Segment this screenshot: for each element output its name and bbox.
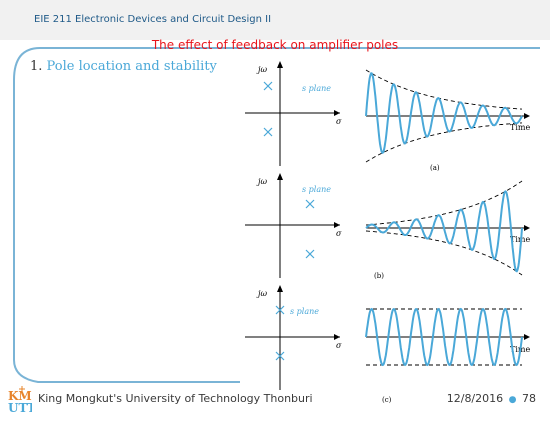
panel-label: (c) [382, 396, 392, 404]
pole-marker [305, 249, 315, 259]
page-number: 78 [522, 392, 536, 405]
envelope-upper [366, 180, 523, 226]
response-curve [365, 307, 523, 367]
figure-a: jω σ s plane Time (a) [245, 61, 530, 172]
envelope-lower [365, 122, 522, 163]
kmutt-logo: KM UTT [8, 386, 32, 414]
sigma-label: σ [336, 341, 342, 350]
s-plane-label: s plane [290, 307, 319, 316]
panel-label: (b) [374, 272, 384, 280]
pole-marker [263, 81, 273, 91]
response-curve [365, 72, 523, 155]
footer-date: 12/8/2016 [446, 392, 504, 405]
frame-line [13, 47, 540, 383]
time-label: Time [510, 123, 530, 132]
svg-text:KM: KM [8, 389, 32, 403]
response-curve [365, 190, 523, 273]
pole-marker [275, 351, 285, 361]
jw-label: jω [256, 177, 267, 186]
sigma-label: σ [336, 229, 342, 238]
slide-title: The effect of feedback on amplifier pole… [151, 38, 399, 52]
bullet-text: Pole location and stability [46, 59, 217, 74]
jw-label: jω [256, 65, 267, 74]
course-header: EIE 211 Electronic Devices and Circuit D… [34, 14, 272, 25]
bullet-number: 1. [30, 59, 43, 74]
s-plane-label: s plane [302, 84, 331, 93]
footer-organization: King Mongkut's University of Technology … [38, 392, 313, 405]
pole-marker [305, 199, 315, 209]
svg-text:UTT: UTT [8, 401, 32, 414]
bullet-item: 1. Pole location and stability [30, 59, 217, 74]
jw-label: jω [256, 289, 267, 298]
envelope-upper [365, 69, 522, 110]
figure-b: jω σ s plane Time (b) [245, 173, 530, 280]
footer-date-page: 12/8/2016 ● 78 [447, 392, 536, 405]
bullet-dot-icon: ● [508, 395, 517, 405]
pole-marker [275, 305, 285, 315]
figure-c: jω σ s plane Time (c) [245, 285, 530, 404]
envelope-lower [366, 230, 523, 276]
s-plane-label: s plane [302, 185, 331, 194]
pole-marker [263, 127, 273, 137]
panel-label: (a) [430, 164, 440, 172]
sigma-label: σ [336, 117, 342, 126]
